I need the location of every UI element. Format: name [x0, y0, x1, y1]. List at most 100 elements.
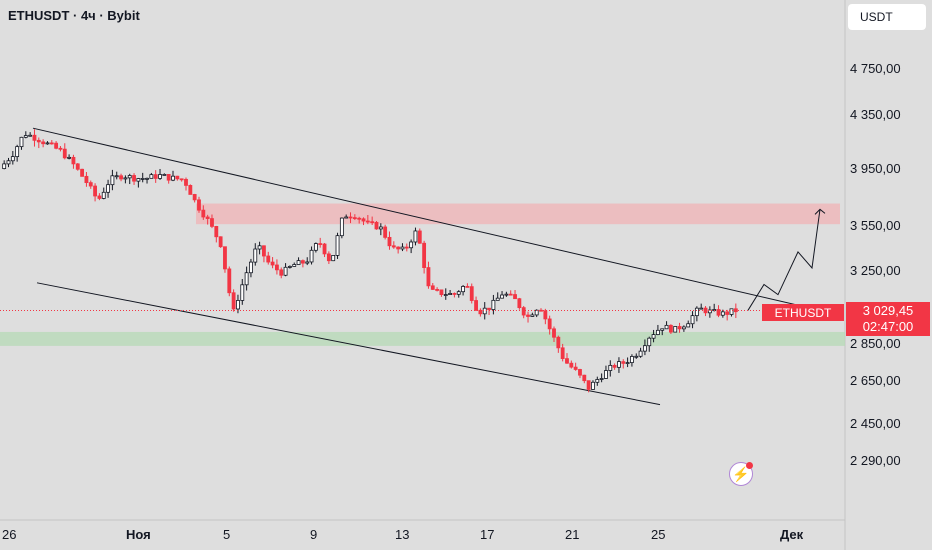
candle-body	[201, 209, 206, 218]
candle-body	[417, 230, 422, 244]
candle-body	[119, 175, 123, 180]
candle-body	[223, 246, 227, 270]
projection-path	[747, 209, 821, 311]
candle-body	[106, 184, 110, 193]
candle-body	[357, 217, 362, 220]
candle-body	[309, 249, 314, 263]
candle-body	[136, 178, 141, 182]
candle-body	[49, 142, 54, 145]
candle-body	[422, 242, 427, 268]
candle-body	[534, 309, 539, 316]
date-tick: 26	[2, 527, 17, 542]
candle-body	[673, 326, 678, 333]
candle-body	[75, 163, 80, 170]
channel-upper-line	[32, 127, 844, 317]
candle-body	[668, 324, 673, 333]
candle-body	[461, 286, 465, 293]
candle-body	[166, 174, 171, 181]
candle-body	[508, 293, 513, 296]
candle-body	[552, 328, 556, 338]
candle-body	[404, 246, 409, 249]
candle-body	[197, 199, 201, 211]
candle-body	[469, 286, 474, 301]
candle-body	[127, 175, 132, 179]
bar-countdown: 02:47:00	[862, 319, 914, 334]
candle-body	[54, 142, 59, 149]
candle-body	[387, 236, 392, 247]
candle-body	[400, 246, 405, 250]
candle-body	[569, 362, 574, 368]
candle-body	[2, 163, 7, 169]
candle-body	[58, 147, 63, 150]
current-price-tag: 3 029,45 02:47:00	[846, 302, 930, 336]
candle-body	[491, 299, 496, 310]
candle-body	[664, 324, 669, 330]
candle-body	[677, 326, 682, 330]
candle-body	[97, 195, 102, 199]
candle-body	[249, 261, 253, 274]
candle-body	[287, 266, 292, 268]
candle-body	[279, 269, 284, 276]
candle-body	[361, 218, 366, 222]
candle-body	[292, 264, 297, 267]
candle-body	[352, 217, 357, 220]
candle-body	[604, 370, 608, 379]
date-tick: Ноя	[126, 527, 151, 542]
candle-body	[495, 297, 500, 301]
candle-body	[179, 178, 184, 181]
candle-body	[23, 135, 28, 138]
date-tick: 25	[651, 527, 666, 542]
candle-body	[716, 309, 721, 316]
candle-body	[335, 235, 340, 256]
candle-body	[517, 298, 522, 309]
candle-body	[543, 310, 548, 320]
candle-body	[630, 356, 634, 363]
candle-body	[257, 245, 262, 250]
candle-body	[500, 294, 504, 299]
symbol-price-tag: ETHUSDT	[762, 304, 844, 321]
currency-unit-button[interactable]: USDT	[848, 4, 926, 30]
date-tick: 21	[565, 527, 580, 542]
date-tick: 13	[395, 527, 410, 542]
candle-body	[370, 221, 375, 224]
candle-body	[621, 361, 626, 364]
price-tick: 3 250,00	[850, 263, 901, 278]
lightning-icon[interactable]: ⚡	[729, 462, 753, 486]
price-tick: 4 750,00	[850, 61, 901, 76]
candle-body	[374, 221, 379, 230]
candle-body	[699, 307, 704, 310]
candle-body	[322, 243, 327, 255]
candle-body	[586, 380, 591, 390]
candle-body	[15, 146, 20, 158]
channel-lower-line	[36, 282, 661, 406]
price-tick: 2 290,00	[850, 453, 901, 468]
candle-body	[456, 291, 461, 295]
candle-body	[643, 345, 647, 352]
candle-body	[634, 355, 639, 358]
candle-body	[253, 248, 258, 263]
candle-body	[573, 366, 578, 370]
candle-body	[300, 260, 305, 264]
candle-body	[149, 174, 154, 179]
candle-body	[435, 289, 440, 291]
price-tick: 3 550,00	[850, 218, 901, 233]
candle-body	[638, 350, 643, 357]
candle-body	[326, 253, 331, 262]
candle-body	[439, 289, 444, 296]
candle-body	[365, 220, 370, 223]
resistance-zone	[196, 203, 840, 225]
candle-body	[396, 246, 401, 250]
candle-body	[114, 175, 119, 178]
candle-body	[145, 177, 149, 180]
candle-body	[205, 216, 210, 219]
candle-body	[158, 174, 162, 179]
candle-body	[448, 293, 453, 295]
candle-body	[275, 264, 279, 271]
candle-body	[140, 178, 145, 180]
candle-body	[660, 328, 665, 331]
candle-body	[236, 300, 240, 310]
candle-body	[313, 243, 318, 251]
candle-body	[192, 194, 197, 201]
